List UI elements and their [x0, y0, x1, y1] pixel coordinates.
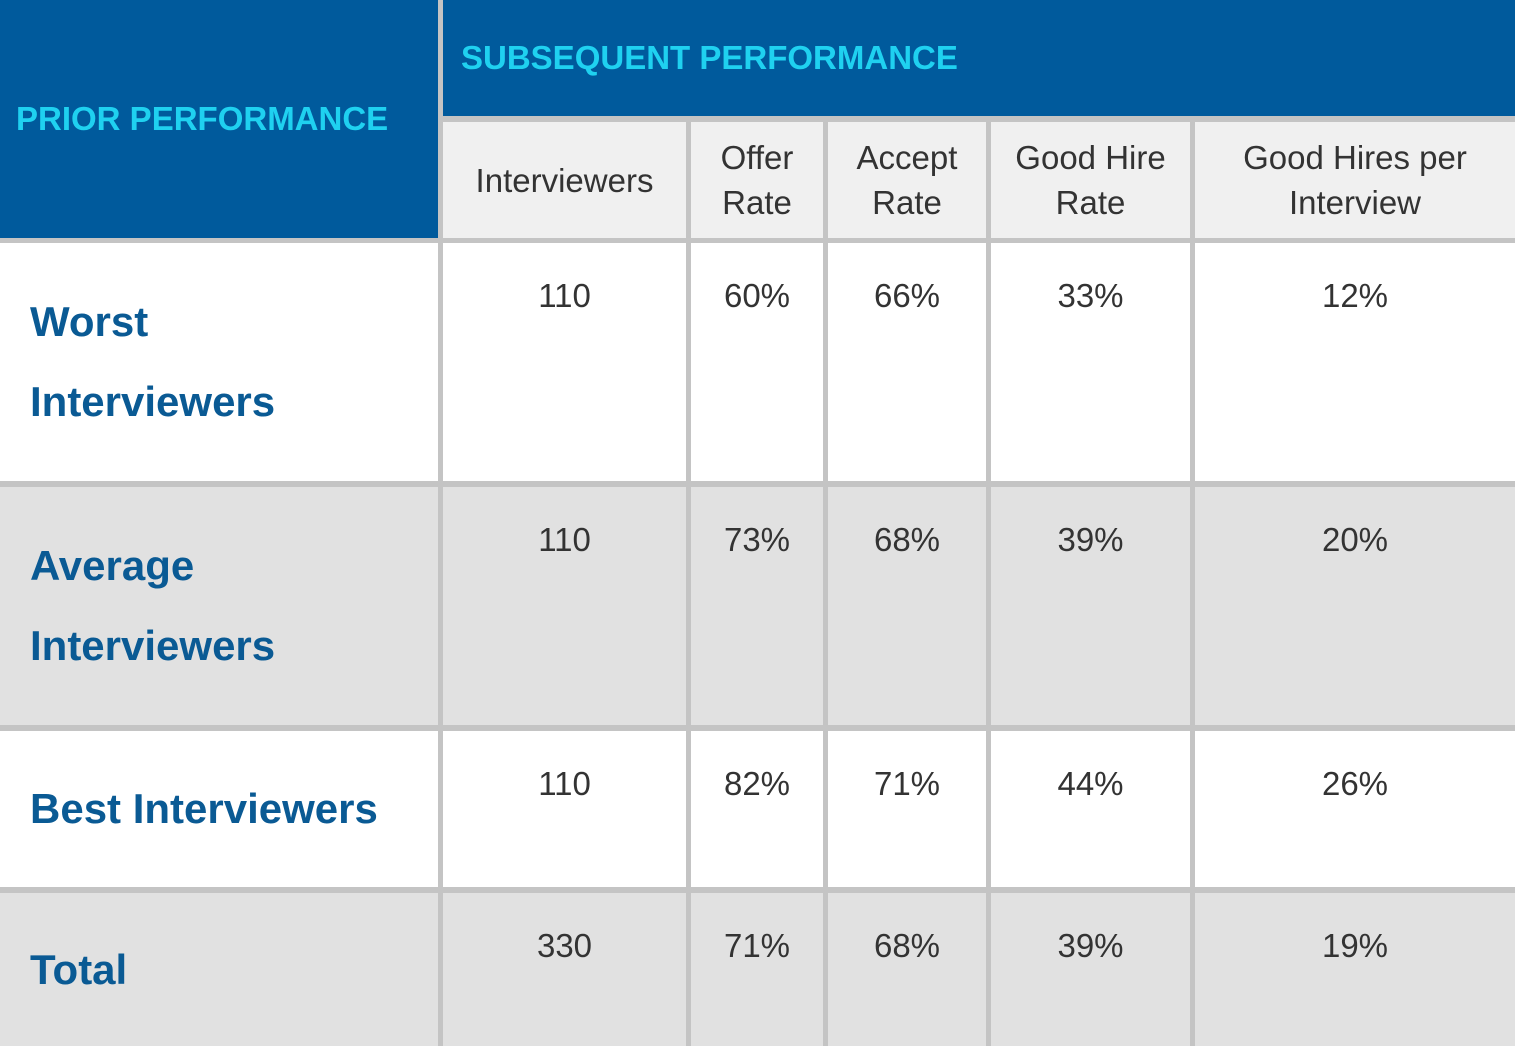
table-cell: 39%: [991, 487, 1190, 725]
column-header-label: Interviewers: [475, 161, 654, 199]
cell-value: 12%: [1321, 277, 1389, 314]
prior-performance-header: PRIOR PERFORMANCE: [0, 0, 438, 238]
table-cell: 330: [443, 893, 686, 1046]
cell-value: 60%: [723, 277, 791, 314]
table-cell: 20%: [1195, 487, 1515, 725]
cell-value: 20%: [1321, 521, 1389, 558]
cell-value: 82%: [723, 765, 791, 802]
row-label-best: Best Interviewers: [0, 731, 438, 887]
column-header-interviewers: Interviewers: [443, 122, 686, 238]
table-cell: 66%: [828, 243, 986, 481]
cell-value: 110: [538, 277, 591, 314]
cell-value: 110: [538, 765, 591, 802]
cell-value: 44%: [1057, 765, 1124, 802]
cell-value: 39%: [1057, 927, 1124, 964]
row-label-average: Average Interviewers: [0, 487, 438, 725]
cell-value: 68%: [873, 521, 941, 558]
prior-performance-title: PRIOR PERFORMANCE: [16, 100, 389, 137]
table-cell: 39%: [991, 893, 1190, 1046]
column-header-label: Offer Rate: [720, 139, 794, 221]
cell-value: 66%: [873, 277, 941, 314]
column-header-label: Good Hires per Interview: [1243, 139, 1467, 221]
cell-value: 39%: [1057, 521, 1124, 558]
table-cell: 73%: [691, 487, 823, 725]
subsequent-performance-title: SUBSEQUENT PERFORMANCE: [461, 39, 958, 76]
table-cell: 44%: [991, 731, 1190, 887]
cell-value: 33%: [1057, 277, 1124, 314]
column-header-label: Good Hire Rate: [1015, 139, 1166, 221]
cell-value: 19%: [1321, 927, 1389, 964]
cell-value: 71%: [723, 927, 791, 964]
table-cell: 68%: [828, 487, 986, 725]
row-label-total: Total: [0, 893, 438, 1046]
cell-value: 68%: [873, 927, 941, 964]
column-header-label: Accept Rate: [856, 139, 958, 221]
row-label-text: Best Interviewers: [30, 785, 378, 832]
table-cell: 33%: [991, 243, 1190, 481]
table-cell: 71%: [691, 893, 823, 1046]
row-label-worst: Worst Interviewers: [0, 243, 438, 481]
cell-value: 71%: [873, 765, 941, 802]
row-label-text: Worst Interviewers: [30, 298, 276, 425]
table-cell: 60%: [691, 243, 823, 481]
table-cell: 110: [443, 243, 686, 481]
table-cell: 68%: [828, 893, 986, 1046]
subsequent-performance-header: SUBSEQUENT PERFORMANCE: [443, 0, 1515, 116]
cell-value: 330: [536, 927, 593, 964]
cell-value: 26%: [1321, 765, 1389, 802]
column-header-offer-rate: Offer Rate: [691, 122, 823, 238]
column-header-good-hire-rate: Good Hire Rate: [991, 122, 1190, 238]
table-cell: 19%: [1195, 893, 1515, 1046]
cell-value: 110: [538, 521, 591, 558]
table-cell: 82%: [691, 731, 823, 887]
table-cell: 12%: [1195, 243, 1515, 481]
table-cell: 110: [443, 731, 686, 887]
table-cell: 71%: [828, 731, 986, 887]
column-header-accept-rate: Accept Rate: [828, 122, 986, 238]
table-cell: 26%: [1195, 731, 1515, 887]
column-header-good-hires-per-interview: Good Hires per Interview: [1195, 122, 1515, 238]
table-cell: 110: [443, 487, 686, 725]
cell-value: 73%: [723, 521, 791, 558]
row-label-text: Total: [30, 945, 128, 993]
row-label-text: Average Interviewers: [30, 542, 276, 669]
